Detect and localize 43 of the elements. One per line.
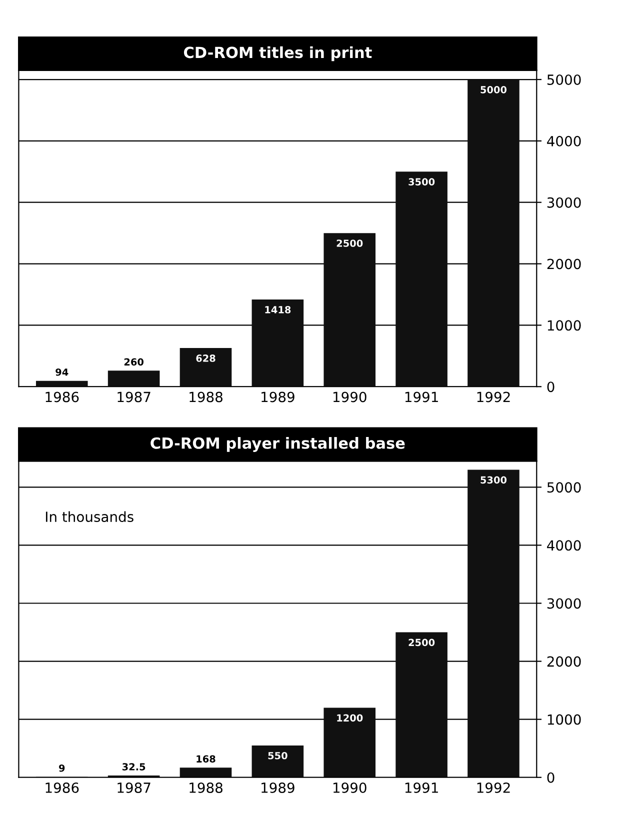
data-label: 550: [268, 752, 288, 760]
x-tick-label: 1988: [190, 392, 222, 402]
x-tick-label: 1992: [477, 782, 510, 793]
y-tick-label: 5000: [547, 482, 581, 493]
x-tick-label: 1991: [405, 392, 438, 402]
x-tick-label: 1990: [333, 782, 366, 793]
x-tick-label: 1988: [190, 782, 222, 793]
data-label: 260: [124, 358, 144, 366]
y-tick-label: 5000: [547, 74, 581, 85]
x-tick-label: 1991: [405, 782, 438, 793]
x-tick-label: 1989: [262, 782, 294, 793]
y-tick-label: 3000: [547, 598, 581, 609]
data-label: 5300: [480, 476, 507, 484]
chart-title: CD-ROM player installed base: [150, 437, 405, 452]
data-label: 1200: [337, 714, 363, 722]
data-label: 2500: [336, 240, 363, 247]
x-tick-label: 1987: [118, 392, 150, 402]
x-tick-label: 1987: [118, 782, 150, 793]
data-label: 2500: [408, 638, 435, 646]
x-tick-label: 1990: [333, 392, 366, 402]
y-tick-label: 1000: [548, 320, 581, 331]
y-tick-label: 4000: [547, 540, 581, 551]
data-label: 5000: [480, 86, 507, 94]
x-tick-label: 1986: [46, 392, 79, 402]
y-tick-label: 1000: [548, 714, 581, 725]
data-label: 3500: [408, 178, 435, 186]
data-label: 1418: [265, 306, 291, 314]
y-tick-label: 4000: [547, 136, 581, 146]
annotation: In thousands: [46, 511, 134, 522]
y-tick-label: 2000: [547, 258, 581, 270]
y-tick-label: 0: [547, 772, 554, 783]
data-label: 628: [196, 354, 216, 362]
chart-title: CD-ROM titles in print: [184, 46, 372, 62]
x-tick-label: 1989: [262, 392, 294, 402]
data-label: 32.5: [122, 763, 146, 770]
data-label: 9: [59, 764, 65, 772]
x-tick-label: 1986: [46, 782, 79, 793]
data-label: 94: [56, 368, 68, 376]
y-tick-label: 3000: [547, 197, 581, 208]
y-tick-label: 2000: [547, 656, 581, 667]
data-label: 168: [196, 755, 216, 763]
y-tick-label: 0: [547, 382, 554, 392]
x-tick-label: 1992: [477, 392, 510, 402]
